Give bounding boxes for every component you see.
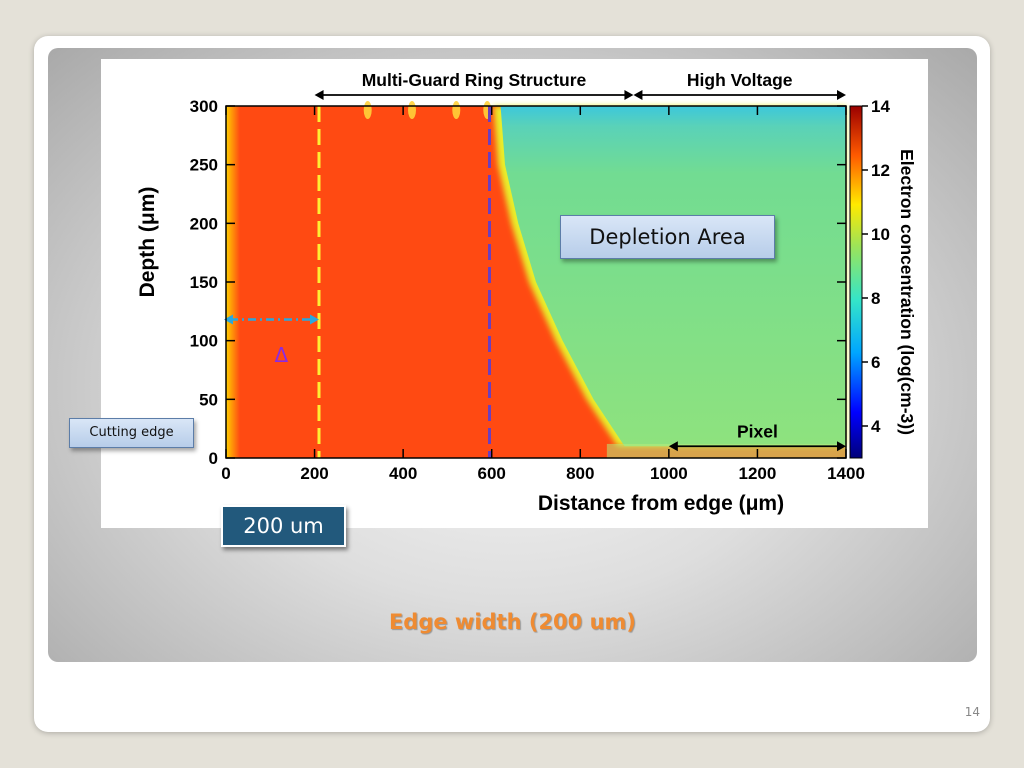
guard-ring-dip-1 [408,101,416,119]
region-arrow-head-right-1 [837,90,846,100]
guard-ring-dip-2 [452,101,461,119]
y-axis-label: Depth (μm) [136,187,159,298]
y-tick-label-250: 250 [190,156,218,175]
delta-arrow-head-right [310,314,319,325]
region-arrow-head-right-0 [624,90,634,100]
y-tick-label-200: 200 [190,214,218,233]
edge-width-callout: 200 um [221,505,346,547]
x-axis-label: Distance from edge (μm) [538,492,784,515]
colorbar-tick-label-12: 12 [871,161,890,180]
colorbar-tick-label-10: 10 [871,225,890,244]
colorbar-tick-label-8: 8 [871,289,880,308]
colorbar-label: Electron concentration (log(cm-3)) [897,149,917,435]
x-tick-label-400: 400 [389,464,417,483]
simulation-plot: Δ 0 200 400 600 800 1000 1200 1400 0 50 100 150 200 2… [101,59,928,528]
page-number: 14 [964,705,980,719]
y-tick-label-300: 300 [190,97,218,116]
x-tick-label-1400: 1400 [827,464,865,483]
colorbar-tick-label-6: 6 [871,353,880,372]
colorbar [849,105,863,459]
x-tick-label-0: 0 [221,464,230,483]
delta-label: Δ [275,343,289,367]
colorbar-tick-label-4: 4 [871,417,881,436]
region-label-1: High Voltage [687,70,793,90]
region-arrow-head-left-0 [314,90,324,100]
pixel-surface-strip [606,443,846,458]
y-tick-label-50: 50 [199,390,218,409]
y-tick-label-150: 150 [190,273,218,292]
colorbar-tick-label-14: 14 [871,97,890,116]
guard-ring-dip-0 [363,101,372,119]
y-tick-label-0: 0 [209,449,218,468]
region-arrow-head-right-2 [837,441,846,452]
heatmap-chart: Δ 0 200 400 600 800 1000 1200 1400 0 50 100 150 200 2… [136,70,917,515]
cutting-edge-callout: Cutting edge [69,418,194,448]
depletion-area-callout: Depletion Area [560,215,775,259]
slide-caption: Edge width (200 um) [388,610,637,634]
x-tick-label-600: 600 [478,464,506,483]
x-tick-label-1000: 1000 [650,464,688,483]
x-tick-label-200: 200 [300,464,328,483]
region-label-2: Pixel [737,421,778,441]
region-arrow-head-left-1 [633,90,643,100]
region-arrow-head-left-2 [668,441,678,452]
x-tick-label-1200: 1200 [739,464,777,483]
x-tick-label-800: 800 [566,464,594,483]
region-label-0: Multi-Guard Ring Structure [362,70,587,90]
delta-arrow-head-left [224,314,233,325]
y-tick-label-100: 100 [190,332,218,351]
depleted-region [500,106,846,447]
